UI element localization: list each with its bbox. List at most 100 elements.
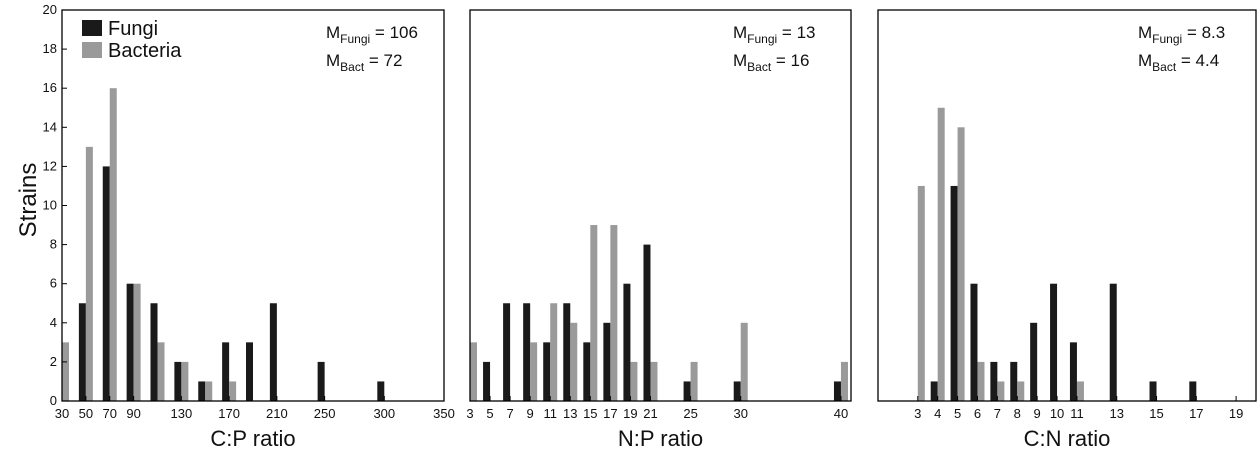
bacteria-bar (610, 225, 618, 401)
x-tick-label: 210 (266, 406, 288, 421)
x-tick-label: 9 (527, 406, 534, 421)
x-tick-label: 17 (1189, 406, 1203, 421)
bacteria-bar (630, 361, 638, 401)
bacteria-bar (205, 381, 213, 401)
median-subscript: Fungi (747, 32, 777, 46)
y-tick-label: 6 (50, 276, 57, 291)
fungi-bar (269, 303, 277, 401)
fungi-bar (623, 283, 631, 401)
fungi-bar (198, 381, 206, 401)
fungi-bar (950, 185, 958, 401)
median-annotation: MBact = 4.4 (1138, 51, 1219, 74)
fungi-bar (483, 361, 491, 401)
median-symbol: M (733, 23, 747, 42)
legend-label: Bacteria (108, 40, 182, 62)
median-annotation: MFungi = 106 (326, 23, 418, 46)
y-tick-label: 16 (43, 80, 57, 95)
x-tick-label: 4 (934, 406, 941, 421)
bacteria-bar (229, 381, 237, 401)
median-value: = 72 (364, 51, 402, 70)
fungi-bar (970, 283, 978, 401)
x-tick-label: 11 (1070, 406, 1084, 421)
y-tick-label: 10 (43, 198, 57, 213)
median-symbol: M (1138, 51, 1152, 70)
fungi-bar (543, 342, 551, 401)
x-tick-label: 13 (563, 406, 577, 421)
bacteria-bar (133, 283, 141, 401)
bacteria-bar (85, 146, 93, 401)
x-tick-label: 90 (126, 406, 140, 421)
panel-1: 30 50 70 90 130 170 210 250 300 350 0 2 4 6 8 10 12 14 16 1… (43, 2, 455, 451)
x-tick-label: 25 (683, 406, 697, 421)
x-tick-label: 19 (623, 406, 637, 421)
bacteria-bar (690, 361, 698, 401)
x-tick-label: 170 (218, 406, 240, 421)
fungi-bar (990, 361, 998, 401)
x-tick-label: 250 (314, 406, 336, 421)
legend-swatch (82, 42, 102, 58)
median-subscript: Fungi (340, 32, 370, 46)
x-tick-label: 30 (733, 406, 747, 421)
x-tick-label: 8 (1014, 406, 1021, 421)
bacteria-bar (650, 361, 658, 401)
fungi-bar (1109, 283, 1117, 401)
fungi-bar (174, 361, 182, 401)
x-tick-label: 3 (914, 406, 921, 421)
median-value: = 16 (771, 51, 809, 70)
fungi-bar (1189, 381, 1197, 401)
median-annotation: MBact = 16 (733, 51, 809, 74)
fungi-bar (563, 303, 571, 401)
median-annotation: MFungi = 8.3 (1138, 23, 1225, 46)
median-symbol: M (326, 23, 340, 42)
x-tick-label: 70 (103, 406, 117, 421)
y-tick-label: 14 (43, 119, 57, 134)
fungi-bar (833, 381, 841, 401)
median-subscript: Bact (1152, 60, 1177, 74)
bacteria-bar (550, 303, 558, 401)
x-tick-label: 7 (994, 406, 1001, 421)
fungi-bar (683, 381, 691, 401)
x-axis-label: C:P ratio (210, 426, 295, 451)
median-symbol: M (1138, 23, 1152, 42)
x-tick-label: 3 (466, 406, 473, 421)
y-tick-label: 20 (43, 2, 57, 17)
x-tick-label: 30 (55, 406, 69, 421)
x-axis-label: N:P ratio (618, 426, 703, 451)
panel-3: 3 4 5 6 7 8 9 10 11 13 15 17 19 C:N ratio MFungi = 8.3… (877, 9, 1257, 451)
median-subscript: Bact (747, 60, 772, 74)
x-tick-label: 13 (1110, 406, 1124, 421)
fungi-bar (222, 342, 230, 401)
y-axis-label: Strains (15, 163, 42, 238)
x-tick-label: 40 (834, 406, 848, 421)
legend-label: Fungi (108, 18, 158, 40)
median-value: = 8.3 (1182, 23, 1225, 42)
y-tick-label: 18 (43, 41, 57, 56)
y-tick-label: 0 (50, 393, 57, 408)
fungi-bar (643, 244, 651, 401)
y-tick-label: 2 (50, 354, 57, 369)
fungi-bar (1050, 283, 1058, 401)
bacteria-bar (530, 342, 538, 401)
y-tick-label: 4 (50, 315, 57, 330)
bacteria-bar (62, 342, 69, 401)
x-tick-label: 15 (1149, 406, 1163, 421)
x-axis-label: C:N ratio (1024, 426, 1111, 451)
bacteria-bar (157, 342, 165, 401)
x-tick-label: 350 (433, 406, 455, 421)
bacteria-bar (917, 185, 925, 401)
median-value: = 13 (777, 23, 815, 42)
fungi-bar (1069, 342, 1077, 401)
fungi-bar (930, 381, 938, 401)
fungi-bar (1010, 361, 1018, 401)
x-tick-label: 5 (486, 406, 493, 421)
x-tick-label: 6 (974, 406, 981, 421)
y-tick-label: 12 (43, 158, 57, 173)
bacteria-bar (470, 342, 477, 401)
bacteria-bar (1076, 381, 1084, 401)
x-tick-label: 5 (954, 406, 961, 421)
fungi-bar (503, 303, 511, 401)
bacteria-bar (840, 361, 848, 401)
median-symbol: M (733, 51, 747, 70)
median-value: = 106 (370, 23, 418, 42)
